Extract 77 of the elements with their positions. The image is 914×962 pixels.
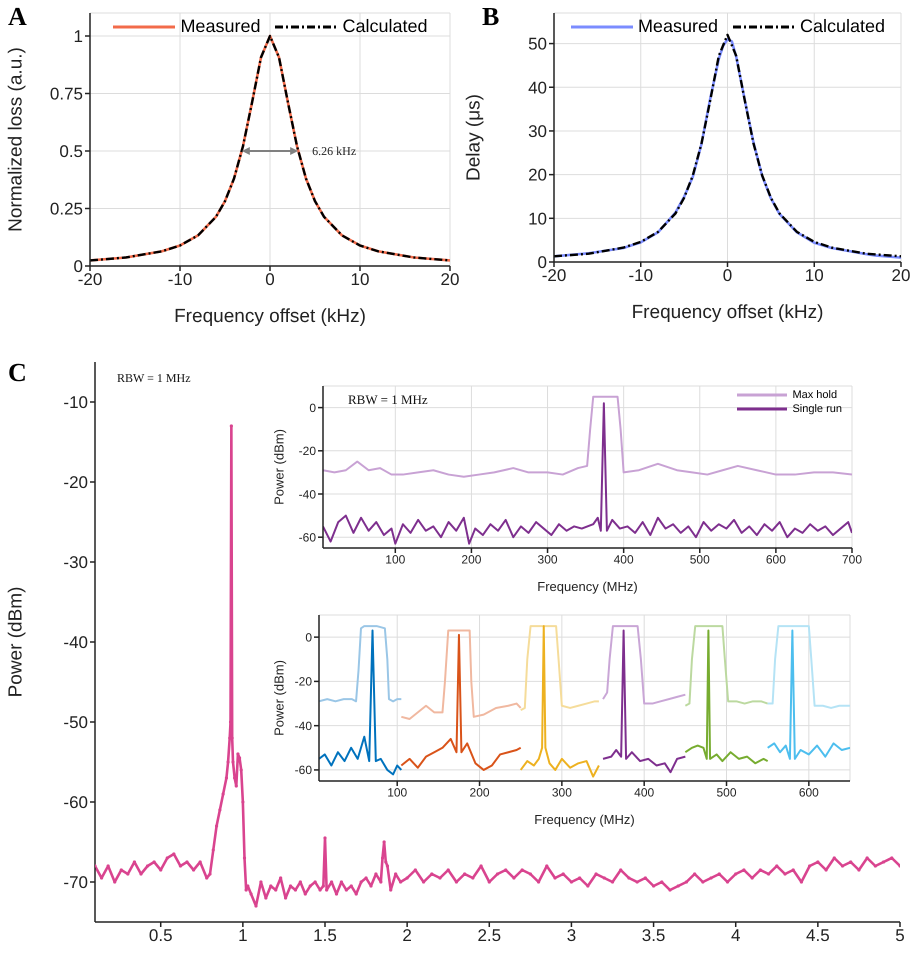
y-tick-label: -40 bbox=[294, 718, 312, 733]
y-tick-label: -50 bbox=[63, 713, 88, 732]
x-tick-label: 400 bbox=[614, 552, 634, 567]
x-tick-label: 500 bbox=[716, 786, 737, 800]
x-tick-label: -10 bbox=[628, 266, 654, 286]
y-tick-label: 0 bbox=[305, 630, 312, 644]
x-axis-title: Frequency (MHz) bbox=[534, 812, 635, 827]
y-tick-label: 1 bbox=[74, 27, 83, 46]
x-tick-label: 10 bbox=[804, 266, 824, 286]
x-axis-title: Frequency offset (kHz) bbox=[174, 306, 366, 327]
x-axis-title: Frequency (MHz) bbox=[537, 579, 638, 594]
y-tick-label: 0.25 bbox=[50, 200, 83, 219]
y-tick-label: -60 bbox=[298, 530, 316, 544]
y-tick-label: -60 bbox=[294, 763, 312, 778]
y-tick-label: -10 bbox=[63, 393, 88, 412]
y-tick-label: 50 bbox=[528, 34, 547, 54]
y-tick-label: 0.5 bbox=[59, 142, 83, 162]
y-tick-label: -20 bbox=[63, 473, 88, 492]
x-tick-label: 0 bbox=[722, 266, 732, 286]
x-tick-label: -10 bbox=[168, 270, 192, 290]
y-tick-label: -60 bbox=[63, 793, 88, 812]
y-tick-label: -20 bbox=[298, 444, 316, 458]
x-tick-label: 700 bbox=[842, 552, 862, 567]
x-tick-label: 0.5 bbox=[148, 926, 173, 946]
y-tick-label: 0 bbox=[309, 400, 316, 415]
x-tick-label: 400 bbox=[634, 786, 655, 800]
x-tick-label: 300 bbox=[552, 786, 572, 800]
y-axis-title: Delay (μs) bbox=[464, 94, 485, 181]
chart-title: B bbox=[482, 2, 500, 32]
y-tick-label: 10 bbox=[528, 209, 547, 228]
x-tick-label: 2 bbox=[402, 926, 412, 946]
x-tick-label: 3 bbox=[566, 926, 576, 946]
legend-label: Measured bbox=[180, 16, 260, 37]
y-tick-label: 0 bbox=[538, 253, 547, 272]
y-tick-label: 40 bbox=[528, 78, 547, 98]
x-axis-title: Frequency offset (kHz) bbox=[632, 302, 824, 323]
y-axis-title: Power (dBm) bbox=[6, 586, 27, 698]
x-tick-label: 600 bbox=[798, 786, 820, 800]
y-axis-title: Power (dBm) bbox=[272, 429, 287, 505]
x-tick-label: 100 bbox=[387, 786, 408, 800]
x-tick-label: 200 bbox=[461, 552, 482, 567]
x-tick-label: 20 bbox=[892, 266, 910, 286]
x-tick-label: 200 bbox=[470, 786, 490, 800]
x-tick-label: 3.5 bbox=[642, 926, 666, 946]
y-tick-label: -40 bbox=[63, 633, 88, 652]
x-tick-label: 500 bbox=[690, 552, 710, 567]
annotation: RBW = 1 MHz bbox=[348, 392, 428, 407]
x-tick-label: 600 bbox=[766, 552, 786, 567]
y-axis-title: Normalized loss (a.u.) bbox=[6, 47, 27, 232]
y-tick-label: 0.75 bbox=[50, 84, 83, 104]
annotation: RBW = 1 MHz bbox=[117, 371, 191, 385]
x-tick-label: 0 bbox=[265, 270, 275, 290]
x-tick-label: 100 bbox=[385, 552, 406, 567]
x-tick-label: 2.5 bbox=[477, 926, 502, 946]
y-tick-label: 20 bbox=[528, 166, 547, 185]
x-tick-label: 4.5 bbox=[806, 926, 830, 946]
x-tick-label: 5 bbox=[895, 926, 905, 946]
y-tick-label: -30 bbox=[63, 553, 88, 572]
x-tick-label: 1.5 bbox=[313, 926, 337, 946]
legend-label: Single run bbox=[792, 403, 842, 415]
annotation: 6.26 kHz bbox=[312, 144, 356, 158]
chart-title: A bbox=[8, 2, 27, 32]
legend-label: Calculated bbox=[342, 16, 428, 37]
y-tick-label: -70 bbox=[63, 873, 88, 892]
legend-label: Calculated bbox=[800, 16, 886, 37]
x-tick-label: 4 bbox=[730, 926, 740, 946]
chart-title: C bbox=[8, 358, 27, 388]
x-tick-label: 300 bbox=[538, 552, 558, 567]
x-tick-label: 20 bbox=[440, 270, 460, 290]
y-tick-label: 30 bbox=[528, 122, 547, 141]
x-tick-label: 1 bbox=[238, 926, 248, 946]
y-tick-label: -20 bbox=[294, 674, 312, 689]
y-tick-label: -40 bbox=[298, 487, 316, 502]
legend-label: Measured bbox=[638, 16, 718, 37]
y-axis-title: Power (dBm) bbox=[272, 660, 287, 736]
legend-label: Max hold bbox=[792, 389, 838, 401]
x-tick-label: 10 bbox=[350, 270, 370, 290]
